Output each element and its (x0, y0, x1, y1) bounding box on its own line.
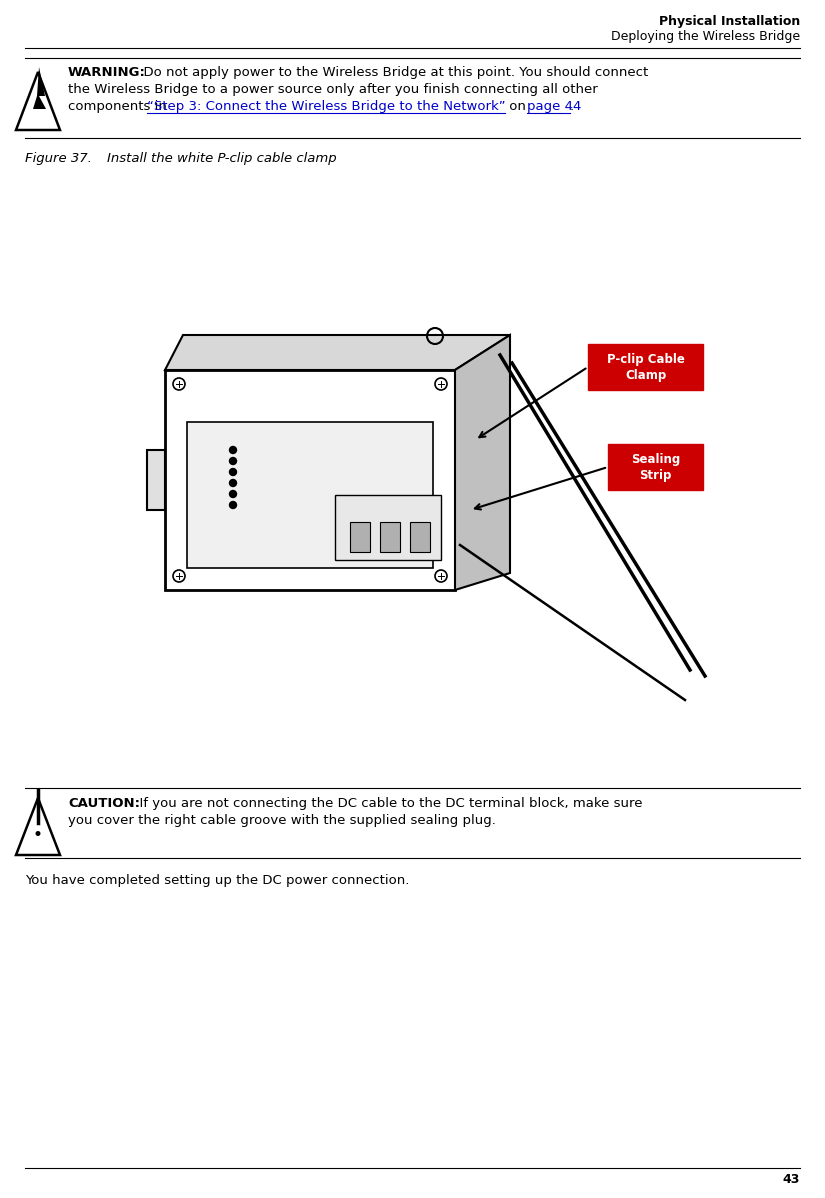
Polygon shape (165, 370, 455, 589)
Text: “Step 3: Connect the Wireless Bridge to the Network”: “Step 3: Connect the Wireless Bridge to … (147, 99, 506, 113)
Text: Deploying the Wireless Bridge: Deploying the Wireless Bridge (610, 30, 800, 43)
Text: If you are not connecting the DC cable to the DC terminal block, make sure: If you are not connecting the DC cable t… (131, 797, 643, 810)
Text: Do not apply power to the Wireless Bridge at this point. You should connect: Do not apply power to the Wireless Bridg… (135, 66, 648, 79)
Text: Physical Installation: Physical Installation (658, 16, 800, 28)
Circle shape (229, 458, 237, 465)
Text: Figure 37.: Figure 37. (25, 152, 92, 165)
Polygon shape (147, 450, 165, 510)
Text: 43: 43 (783, 1173, 800, 1186)
Bar (588, 344, 703, 391)
Bar (608, 444, 703, 490)
Text: Sealing
Strip: Sealing Strip (631, 453, 680, 482)
Text: CAUTION:: CAUTION: (68, 797, 140, 810)
Text: WARNING:: WARNING: (68, 66, 146, 79)
Circle shape (229, 479, 237, 486)
Text: .: . (570, 99, 574, 113)
Polygon shape (165, 335, 510, 370)
Polygon shape (187, 422, 433, 568)
Text: Install the white P-clip cable clamp: Install the white P-clip cable clamp (90, 152, 337, 165)
Text: You have completed setting up the DC power connection.: You have completed setting up the DC pow… (25, 875, 409, 887)
Circle shape (35, 831, 40, 836)
Polygon shape (33, 67, 46, 109)
Polygon shape (455, 335, 510, 589)
Polygon shape (335, 495, 441, 559)
Text: P-clip Cable
Clamp: P-clip Cable Clamp (606, 352, 685, 381)
Bar (410, 522, 430, 552)
Bar (380, 522, 400, 552)
Bar (350, 522, 370, 552)
Text: page 44: page 44 (527, 99, 582, 113)
Text: you cover the right cable groove with the supplied sealing plug.: you cover the right cable groove with th… (68, 813, 496, 827)
Text: the Wireless Bridge to a power source only after you finish connecting all other: the Wireless Bridge to a power source on… (68, 83, 598, 96)
Circle shape (229, 502, 237, 508)
Circle shape (229, 447, 237, 454)
Text: on: on (505, 99, 530, 113)
Circle shape (229, 468, 237, 476)
Text: components in: components in (68, 99, 171, 113)
Circle shape (229, 490, 237, 497)
